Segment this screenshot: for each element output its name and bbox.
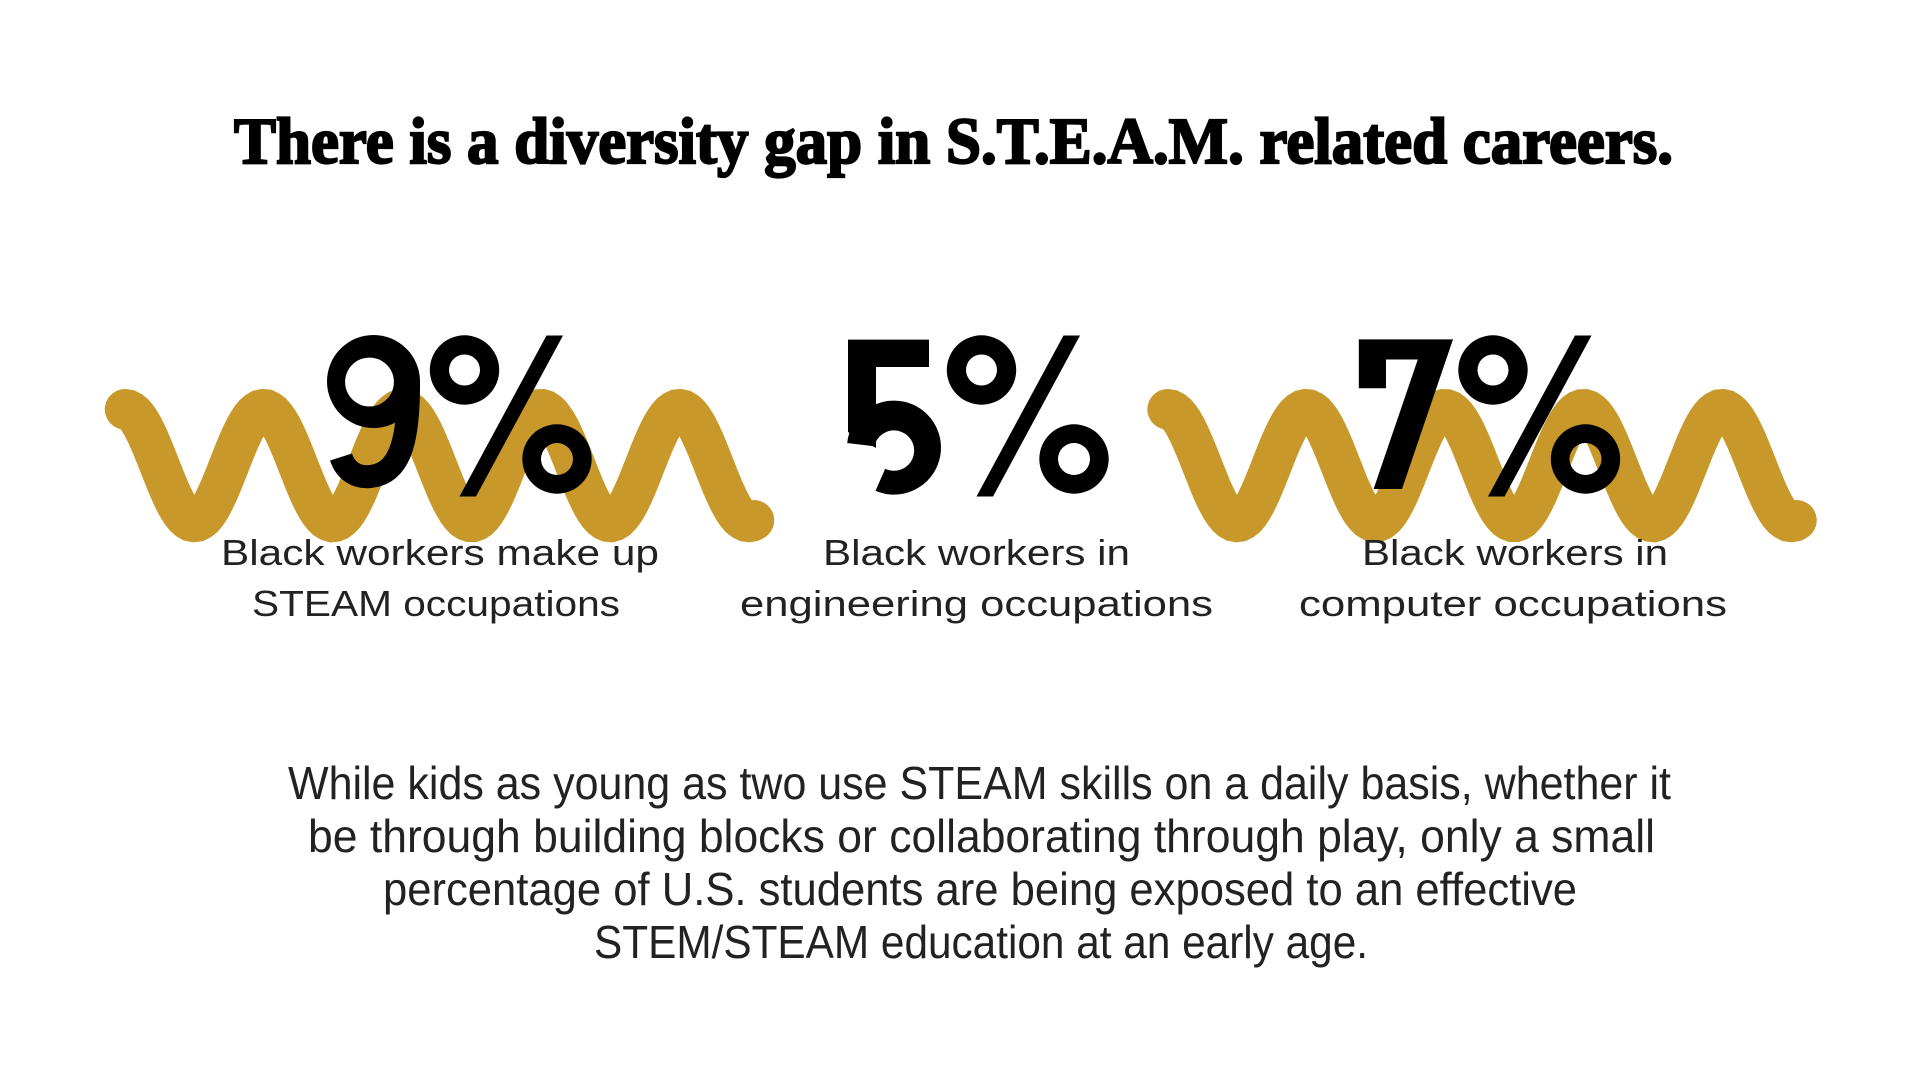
- svg-text:Black workers make up: Black workers make up: [221, 532, 659, 573]
- svg-text:STEM/STEAM education at an ear: STEM/STEAM education at an early age.: [594, 916, 1368, 968]
- svg-text:Black workers in: Black workers in: [1362, 532, 1668, 573]
- svg-text:percentage of U.S. students ar: percentage of U.S. students are being ex…: [383, 863, 1577, 915]
- svg-text:be through building blocks or: be through building blocks or collaborat…: [308, 810, 1655, 862]
- svg-text:STEAM occupations: STEAM occupations: [252, 583, 620, 624]
- svg-text:engineering occupations: engineering occupations: [740, 583, 1213, 624]
- svg-text:While kids as young as two use: While kids as young as two use STEAM ski…: [288, 757, 1671, 809]
- svg-text:computer occupations: computer occupations: [1299, 583, 1727, 624]
- svg-text:Black workers in: Black workers in: [823, 532, 1130, 573]
- svg-text:There is a diversity gap in S.: There is a diversity gap in S.T.E.A.M. r…: [234, 106, 1673, 178]
